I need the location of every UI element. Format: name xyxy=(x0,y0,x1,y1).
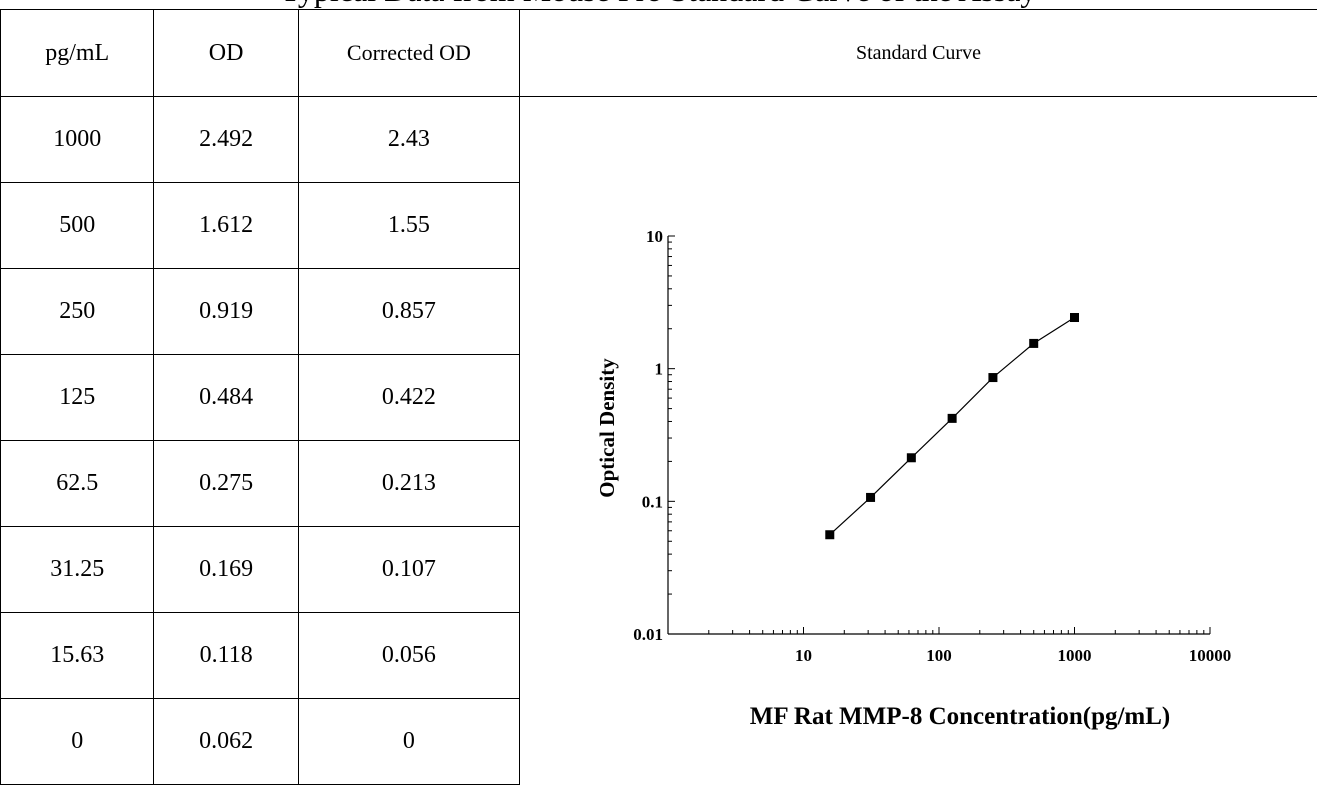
data-point xyxy=(1069,313,1079,323)
standard-data-table-wrapper: pg/mL OD Corrected OD Standard Curve 100… xyxy=(0,9,1317,785)
cell-concentration: 250 xyxy=(0,268,155,355)
standard-data-table: pg/mL OD Corrected OD Standard Curve 100… xyxy=(0,9,1317,785)
col-header-concentration: pg/mL xyxy=(0,9,155,97)
chart-ticks xyxy=(667,235,1211,635)
table-row: 250 0.919 0.857 xyxy=(0,268,1317,355)
x-tick-label: 10 xyxy=(795,646,812,665)
cell-od: 0.169 xyxy=(153,526,299,613)
table-row: 1000 2.492 2.43 10 100 1000 10000 0.01 0.1 1 10… xyxy=(0,96,1317,730)
cell-od: 0.118 xyxy=(153,612,299,699)
chart-points xyxy=(825,313,1079,540)
cell-od: 0.062 xyxy=(153,698,299,785)
cell-corrected-od: 2.43 xyxy=(297,96,520,183)
cell-corrected-od: 0.857 xyxy=(297,268,520,355)
table-row: 62.5 0.275 0.213 xyxy=(0,440,1317,527)
cell-concentration: 0 xyxy=(0,698,155,785)
cell-corrected-od: 0 xyxy=(297,698,520,785)
chart-tick-labels: 10 100 1000 10000 0.01 0.1 1 10 xyxy=(633,227,1231,665)
page-title: Typical Data from Mouse Pro Standard Cur… xyxy=(0,0,1317,10)
data-point xyxy=(988,373,998,383)
col-header-od: OD xyxy=(153,9,299,97)
standard-curve-header: Standard Curve xyxy=(518,9,1317,97)
standard-curve-chart: 10 100 1000 10000 0.01 0.1 1 10 MF Rat MMP-8 Co… xyxy=(595,227,1231,730)
x-tick-label: 10000 xyxy=(1189,646,1232,665)
table-row: 0 0.062 0 xyxy=(0,698,1317,785)
y-tick-label: 0.01 xyxy=(633,625,663,644)
table-row: 500 1.612 1.55 xyxy=(0,182,1317,269)
col-header-corrected-od: Corrected OD xyxy=(297,9,520,97)
cell-corrected-od: 0.422 xyxy=(297,354,520,441)
cell-corrected-od: 0.107 xyxy=(297,526,520,613)
cell-concentration: 1000 xyxy=(0,96,155,183)
cell-od: 0.484 xyxy=(153,354,299,441)
y-tick-label: 0.1 xyxy=(642,492,663,511)
cell-od: 0.919 xyxy=(153,268,299,355)
y-tick-label: 1 xyxy=(654,360,663,379)
cell-corrected-od: 0.213 xyxy=(297,440,520,527)
x-axis-label: MF Rat MMP-8 Concentration(pg/mL) xyxy=(750,703,1171,730)
cell-od: 1.612 xyxy=(153,182,299,269)
cell-corrected-od: 0.056 xyxy=(297,612,520,699)
data-point xyxy=(947,413,957,423)
fit-line xyxy=(829,316,1075,536)
data-point xyxy=(1029,338,1039,348)
x-tick-label: 100 xyxy=(926,646,952,665)
data-point xyxy=(906,453,916,463)
cell-od: 0.275 xyxy=(153,440,299,527)
x-tick-label: 1000 xyxy=(1057,646,1091,665)
standard-curve-cell: 10 100 1000 10000 0.01 0.1 1 10 MF Rat MMP-8 Co… xyxy=(519,97,1317,785)
cell-concentration: 31.25 xyxy=(0,526,155,613)
cell-corrected-od: 1.55 xyxy=(297,182,520,269)
table-row: 15.63 0.118 0.056 xyxy=(0,612,1317,699)
data-point xyxy=(825,530,835,540)
cell-concentration: 125 xyxy=(0,354,155,441)
data-point xyxy=(866,492,876,502)
cell-od: 2.492 xyxy=(153,96,299,183)
table-header-row: pg/mL OD Corrected OD Standard Curve xyxy=(0,9,1317,97)
chart-axes xyxy=(667,236,1210,635)
cell-concentration: 62.5 xyxy=(0,440,155,527)
cell-concentration: 15.63 xyxy=(0,612,155,699)
y-tick-label: 10 xyxy=(646,227,663,246)
cell-concentration: 500 xyxy=(0,182,155,269)
y-axis-label: Optical Density xyxy=(595,358,619,498)
